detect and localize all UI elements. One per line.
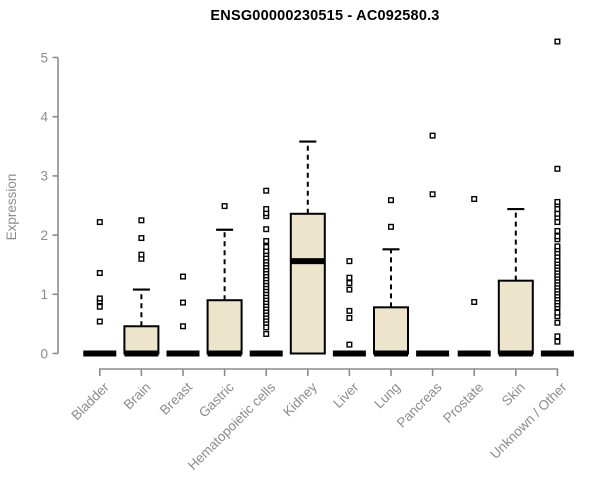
outlier-point (429, 191, 436, 198)
outlier-point (346, 280, 353, 287)
median-skin (498, 350, 533, 357)
outlier-point (471, 195, 478, 202)
outlier-point (346, 258, 353, 265)
outlier-point (554, 233, 561, 240)
flat-box-pancreas (416, 350, 450, 357)
outlier-point (263, 330, 270, 337)
outlier-point (554, 338, 561, 345)
x-tick-label-unknown-other: Unknown / Other (487, 379, 570, 462)
chart-title: ENSG00000230515 - AC092580.3 (210, 8, 440, 24)
outlier-point (96, 318, 103, 325)
y-tick-label: 4 (40, 110, 48, 125)
flat-box-breast (166, 350, 200, 357)
outlier-point (263, 206, 270, 213)
outlier-point (388, 223, 395, 230)
median-kidney (290, 258, 325, 265)
outlier-point (346, 314, 353, 321)
y-tick-label: 3 (40, 169, 48, 184)
outlier-point (554, 333, 561, 340)
flat-box-hematopoietic-cells (249, 350, 283, 357)
outlier-point (179, 273, 186, 280)
flat-box-unknown-other (540, 350, 574, 357)
outlier-point (221, 203, 228, 210)
y-tick-label: 5 (40, 50, 48, 65)
box-brain (123, 325, 160, 355)
median-brain (124, 350, 159, 357)
x-tick-label-prostate: Prostate (440, 380, 486, 426)
outlier-point (388, 197, 395, 204)
outlier-point (554, 219, 561, 226)
outlier-point (96, 303, 103, 310)
outlier-point (138, 235, 145, 242)
outlier-point (346, 286, 353, 293)
y-tick-label: 0 (40, 346, 48, 361)
outlier-point (96, 269, 103, 276)
outlier-point (554, 165, 561, 172)
outlier-point (554, 206, 561, 213)
outlier-point (263, 324, 270, 331)
box-kidney (289, 212, 326, 355)
outlier-point (263, 226, 270, 233)
median-lung (374, 350, 408, 357)
outlier-point (179, 299, 186, 306)
x-tick-label-lung: Lung (371, 380, 403, 412)
outlier-point (179, 323, 186, 330)
outlier-point (346, 341, 353, 348)
median-gastric (207, 350, 242, 357)
outlier-point (96, 295, 103, 302)
x-tick-label-pancreas: Pancreas (394, 379, 445, 430)
outlier-point (554, 198, 561, 205)
y-axis-label: Expression (4, 174, 19, 241)
outlier-point (471, 298, 478, 305)
outlier-point (138, 251, 145, 258)
outlier-point (554, 227, 561, 234)
x-tick-label-skin: Skin (499, 380, 528, 409)
outlier-point (346, 307, 353, 314)
flat-box-bladder (83, 350, 117, 357)
outlier-point (346, 274, 353, 281)
x-tick-label-liver: Liver (330, 379, 362, 411)
outlier-point (554, 243, 561, 250)
outlier-point (554, 38, 561, 45)
outlier-point (554, 309, 561, 316)
x-tick-label-kidney: Kidney (280, 379, 320, 419)
outlier-point (138, 217, 145, 224)
outlier-point (263, 243, 270, 250)
x-tick-label-bladder: Bladder (68, 379, 112, 423)
outlier-point (429, 132, 436, 139)
y-tick-label: 2 (40, 228, 48, 243)
flat-box-prostate (457, 350, 491, 357)
box-gastric (206, 299, 243, 355)
outlier-point (96, 219, 103, 226)
y-tick-label: 1 (40, 287, 48, 302)
outlier-point (263, 187, 270, 194)
outlier-point (554, 210, 561, 217)
x-tick-label-breast: Breast (157, 379, 195, 417)
outlier-point (554, 319, 561, 326)
x-tick-label-brain: Brain (121, 380, 154, 413)
flat-box-liver (332, 350, 366, 357)
box-lung (373, 306, 409, 355)
x-tick-label-gastric: Gastric (196, 379, 237, 420)
outlier-point (263, 238, 270, 245)
box-skin (497, 279, 534, 355)
